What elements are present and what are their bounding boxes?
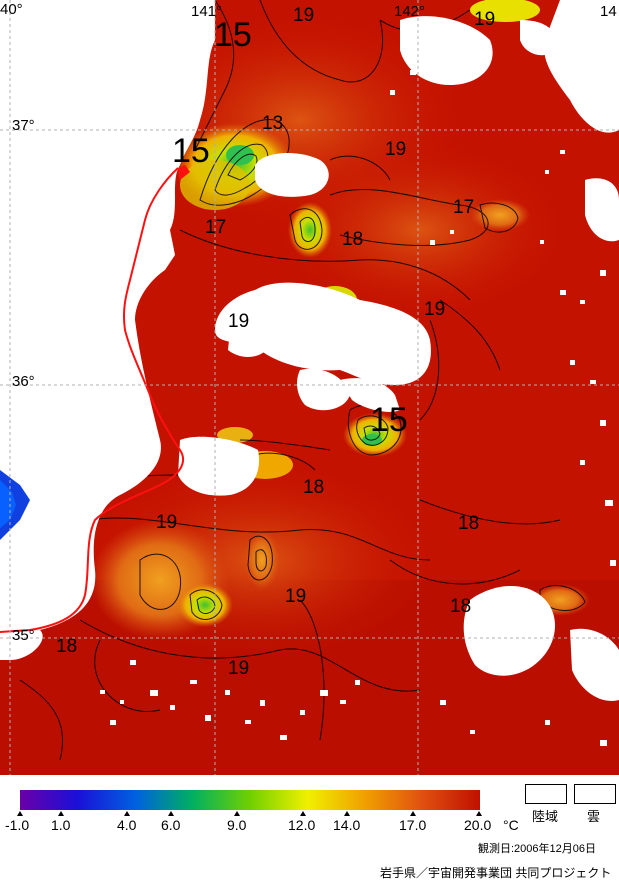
isotherm-label: 18 xyxy=(56,636,78,657)
isotherm-label: 17 xyxy=(205,217,227,238)
isotherm-label: 19 xyxy=(285,586,307,607)
legend-tick-label: 12.0 xyxy=(288,817,316,833)
lat-label-37: 37° xyxy=(12,117,35,134)
land-key-swatch xyxy=(525,784,567,804)
legend-tick-label: 14.0 xyxy=(333,817,361,833)
isotherm-label: 17 xyxy=(453,197,475,218)
lon-label-143: 14 xyxy=(600,3,617,20)
legend-tick-mark xyxy=(300,811,306,816)
cloud-key-label: 雲 xyxy=(587,809,601,824)
legend-tick-mark xyxy=(234,811,240,816)
legend-tick-mark xyxy=(124,811,130,816)
isotherm-label: 19 xyxy=(424,299,446,320)
cloud-key-swatch xyxy=(574,784,616,804)
isotherm-label: 19 xyxy=(385,139,407,160)
credit-text: 岩手県／宇宙開発事業団 共同プロジェクト xyxy=(380,866,612,880)
isotherm-label: 19 xyxy=(156,512,178,533)
legend-tick-label: 4.0 xyxy=(117,817,137,833)
lon-label-142: 142° xyxy=(394,3,426,20)
isotherm-label: 18 xyxy=(450,596,472,617)
legend-tick-label: 6.0 xyxy=(161,817,181,833)
legend-tick-mark xyxy=(410,811,416,816)
legend-tick-label: -1.0 xyxy=(5,817,30,833)
isotherm-label: 19 xyxy=(474,9,496,30)
sst-map-graphic xyxy=(0,0,619,775)
legend-tick-label: 1.0 xyxy=(51,817,71,833)
legend-tick-mark xyxy=(476,811,482,816)
isotherm-label: 18 xyxy=(303,477,325,498)
lon-label-140: 40° xyxy=(0,1,23,18)
legend-unit: °C xyxy=(503,817,519,833)
isotherm-label: 19 xyxy=(228,658,250,679)
sst-map: 40° 141° 142° 14 37° 36° 35° 15 19 19 19… xyxy=(0,0,619,775)
legend-tick-label: 9.0 xyxy=(227,817,247,833)
legend-tick-mark xyxy=(58,811,64,816)
isotherm-label: 18 xyxy=(458,513,480,534)
lon-label-141: 141° xyxy=(191,3,223,20)
land-key-label: 陸域 xyxy=(532,809,559,824)
lat-label-35: 35° xyxy=(12,627,35,644)
observation-date: 観測日:2006年12月06日 xyxy=(478,843,596,855)
lat-label-36: 36° xyxy=(12,373,35,390)
isotherm-label: 18 xyxy=(342,229,364,250)
isotherm-label: 15 xyxy=(172,132,210,170)
legend-tick-mark xyxy=(168,811,174,816)
legend-tick-mark xyxy=(17,811,23,816)
isotherm-label: 13 xyxy=(262,113,284,134)
isotherm-label: 15 xyxy=(214,16,252,54)
isotherm-label: 15 xyxy=(370,401,408,439)
legend-tick-label: 17.0 xyxy=(399,817,427,833)
isotherm-label: 19 xyxy=(293,5,315,26)
temperature-color-scale xyxy=(20,790,480,810)
legend-tick-label: 20.0 xyxy=(464,817,492,833)
isotherm-label: 19 xyxy=(228,311,250,332)
legend-tick-mark xyxy=(344,811,350,816)
